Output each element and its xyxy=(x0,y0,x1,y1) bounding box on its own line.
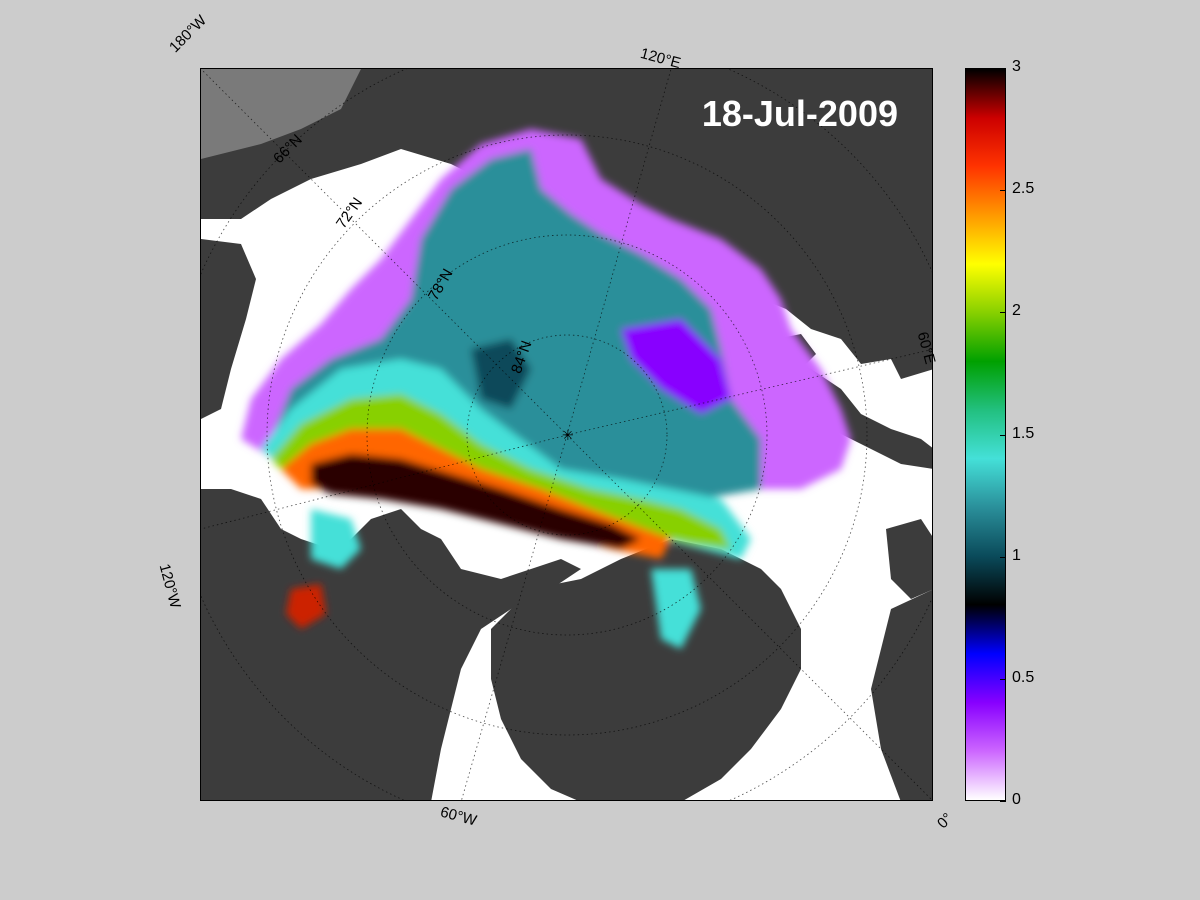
svalbard-land xyxy=(886,519,932,599)
colorbar-tick-label: 2 xyxy=(1012,302,1021,320)
colorbar-tick-mark xyxy=(1000,801,1006,802)
graticule xyxy=(201,69,932,800)
sea-ice-thickness-map: ✳ 18-Jul-2009 xyxy=(200,68,933,801)
colorbar-tick-mark xyxy=(1000,68,1006,69)
sea-ice-thickness xyxy=(241,129,851,649)
ice-caa-channel xyxy=(311,509,361,569)
ice-band-thick xyxy=(311,454,641,549)
ice-greenland-edge xyxy=(651,569,701,649)
chukotka-land xyxy=(201,69,361,159)
alaska-land xyxy=(201,239,256,419)
ice-caa-red xyxy=(286,584,326,629)
date-title: 18-Jul-2009 xyxy=(701,93,898,134)
colorbar-tick-mark xyxy=(1000,434,1006,436)
colorbar-tick-mark xyxy=(1000,190,1006,192)
ice-purple-east xyxy=(621,319,731,414)
colorbar-tick-label: 0.5 xyxy=(1012,668,1035,686)
lon-label-60w: 60°W xyxy=(438,803,479,830)
colorbar-tick-mark xyxy=(1000,678,1006,680)
colorbar-tick-label: 1.5 xyxy=(1012,424,1035,442)
lon-label-0: 0° xyxy=(934,809,957,833)
pole-marker: ✳ xyxy=(562,427,574,443)
canada-land xyxy=(201,489,581,800)
polar-projection-map: ✳ xyxy=(201,69,932,800)
colorbar-tick-label: 3 xyxy=(1012,58,1021,75)
severnaya-zemlya xyxy=(661,179,721,214)
colorbar-tick-label: 1 xyxy=(1012,546,1021,564)
siberia-land xyxy=(201,69,932,379)
lon-label-120w: 120°W xyxy=(155,562,184,611)
colorbar-tick-mark xyxy=(1000,312,1006,314)
ice-thin-patch xyxy=(471,339,531,409)
colorbar-tick-mark xyxy=(1000,556,1006,558)
lon-label-180w: 180°W xyxy=(166,12,210,57)
greenland-land xyxy=(491,539,801,800)
scandinavia-land xyxy=(871,589,932,800)
colorbar-tick-label: 2.5 xyxy=(1012,180,1035,198)
colorbar-tick-label: 0 xyxy=(1012,791,1021,808)
